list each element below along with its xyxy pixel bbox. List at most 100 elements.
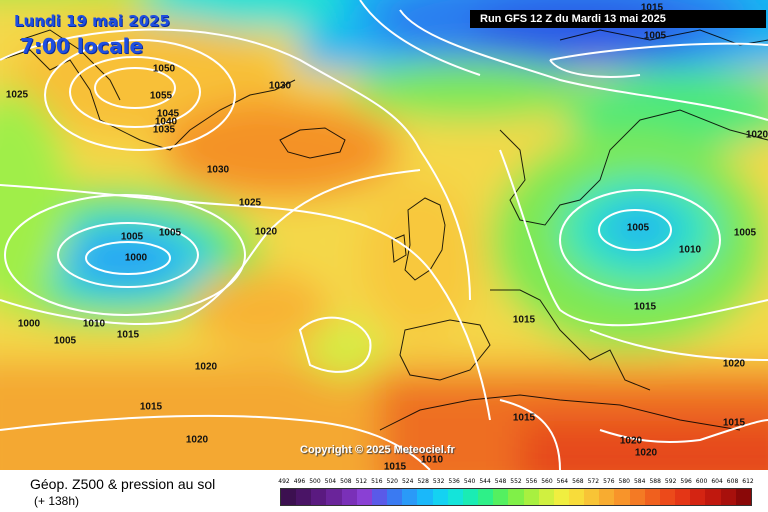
isobar-label: 1020 xyxy=(619,435,643,447)
isobar-label: 1015 xyxy=(640,2,664,14)
coastlines xyxy=(0,29,768,431)
color-scale-label: 540 xyxy=(463,478,476,485)
color-scale-swatch xyxy=(735,489,751,505)
color-scale-label: 604 xyxy=(711,478,723,485)
isobar-greenland-1040 xyxy=(44,39,236,151)
color-scale-label: 548 xyxy=(494,478,507,485)
isobar-greenland-1050 xyxy=(94,67,176,109)
color-scale-label: 600 xyxy=(695,478,708,485)
isobar-label: 1020 xyxy=(634,447,658,459)
color-scale-label: 496 xyxy=(293,478,306,485)
isobar-north-1005 xyxy=(549,42,768,78)
color-scale-swatch xyxy=(584,489,600,505)
isobar-label: 1015 xyxy=(633,301,657,313)
color-scale-label: 524 xyxy=(401,478,414,485)
color-scale-swatch xyxy=(341,489,357,505)
isobar-north-1015 xyxy=(399,9,768,121)
color-scale-swatch xyxy=(659,489,676,505)
color-scale-swatch xyxy=(326,489,342,505)
isobar-label: 1005 xyxy=(53,335,77,347)
isobar-low-1005 xyxy=(57,222,199,288)
color-scale-label: 520 xyxy=(386,478,398,485)
color-scale-swatch xyxy=(508,489,524,505)
color-scale-label: 588 xyxy=(649,478,661,485)
color-scale-swatch xyxy=(493,489,509,505)
isobar-label: 1005 xyxy=(120,231,144,243)
color-scale-label: 500 xyxy=(309,478,321,485)
color-scale-swatch xyxy=(281,489,297,505)
color-scale-swatch xyxy=(629,489,645,505)
isobar-label: 1000 xyxy=(124,252,148,264)
color-scale-label: 612 xyxy=(742,478,754,485)
color-scale-label: 596 xyxy=(680,478,692,485)
color-scale-label: 508 xyxy=(340,478,352,485)
isobar-low-1010 xyxy=(4,194,246,316)
color-scale-label: 544 xyxy=(479,478,491,485)
color-scale-swatch xyxy=(553,489,569,505)
isobar-label: 1010 xyxy=(82,318,106,330)
isobar-label: 1030 xyxy=(206,164,230,176)
color-scale-swatch xyxy=(523,489,539,505)
legend-title: Géop. Z500 & pression au sol xyxy=(30,476,216,492)
isobar-label: 1005 xyxy=(626,222,650,234)
isobar-1030 xyxy=(0,28,471,301)
color-scale-swatch xyxy=(311,489,327,505)
color-scale-swatch xyxy=(675,489,691,505)
isobar-label: 1005 xyxy=(158,227,182,239)
color-scale-label: 608 xyxy=(726,478,739,485)
isobars xyxy=(0,0,768,470)
isobar-label: 1015 xyxy=(722,417,746,429)
isobar-label: 1010 xyxy=(420,454,444,466)
color-scale-label: 492 xyxy=(278,478,290,485)
color-scale: 492 496 500 504 508 512 516 520 524 528 532 536 540 5… xyxy=(278,478,754,508)
isobar-south-1015 xyxy=(0,414,431,470)
isobar-label: 1000 xyxy=(17,318,41,330)
isobar-low-1000 xyxy=(85,241,171,275)
weather-map xyxy=(0,0,768,470)
color-scale-swatch xyxy=(356,489,372,505)
isobar-label: 1025 xyxy=(5,89,29,101)
isobar-label: 1010 xyxy=(678,244,702,256)
color-scale-label: 552 xyxy=(510,478,522,485)
run-info: Run GFS 12 Z du Mardi 13 mai 2025 xyxy=(470,10,766,28)
isobar-1025 xyxy=(0,184,491,421)
color-scale-swatch xyxy=(478,489,494,505)
geopotential-field xyxy=(0,0,768,470)
color-scale-label: 560 xyxy=(541,478,553,485)
color-scale-label: 584 xyxy=(633,478,646,485)
color-scale-label: 576 xyxy=(603,478,615,485)
color-scale-swatch xyxy=(720,489,736,505)
color-scale-swatch xyxy=(417,489,433,505)
color-scale-label: 532 xyxy=(432,478,445,485)
color-scale-label: 528 xyxy=(417,478,429,485)
isobar-label: 1020 xyxy=(194,361,218,373)
isobar-africa-1020 xyxy=(599,419,768,443)
isobar-label: 1015 xyxy=(512,314,536,326)
color-scale-swatch xyxy=(462,489,479,505)
color-scale-label: 556 xyxy=(525,478,538,485)
isobar-north-1020 xyxy=(359,0,481,76)
isobar-east-1020 xyxy=(589,329,768,361)
isobar-label: 1020 xyxy=(745,129,768,141)
color-scale-swatch xyxy=(568,489,585,505)
isobar-greenland-1045 xyxy=(69,56,201,128)
color-scale-label: 592 xyxy=(664,478,677,485)
color-scale-swatch xyxy=(614,489,630,505)
color-scale-label: 568 xyxy=(572,478,584,485)
isobar-label: 1015 xyxy=(116,329,140,341)
isobar-label: 1015 xyxy=(383,461,407,473)
color-scale-bar xyxy=(280,488,752,506)
isobar-europe-1005 xyxy=(598,209,672,251)
isobar-label: 1050 xyxy=(152,63,176,75)
color-scale-swatch xyxy=(296,489,312,505)
color-scale-swatch xyxy=(432,489,448,505)
forecast-date: Lundi 19 mai 2025 xyxy=(14,12,170,30)
isobar-label: 1020 xyxy=(722,358,746,370)
color-scale-label: 572 xyxy=(587,478,600,485)
isobar-label: 1005 xyxy=(733,227,757,239)
isobar-label: 1055 xyxy=(149,90,173,102)
color-scale-label: 504 xyxy=(324,478,337,485)
color-scale-labels: 492 496 500 504 508 512 516 520 524 528 532 536 540 5… xyxy=(278,478,754,488)
copyright: Copyright © 2025 Meteociel.fr xyxy=(300,444,455,456)
color-scale-label: 512 xyxy=(355,478,368,485)
